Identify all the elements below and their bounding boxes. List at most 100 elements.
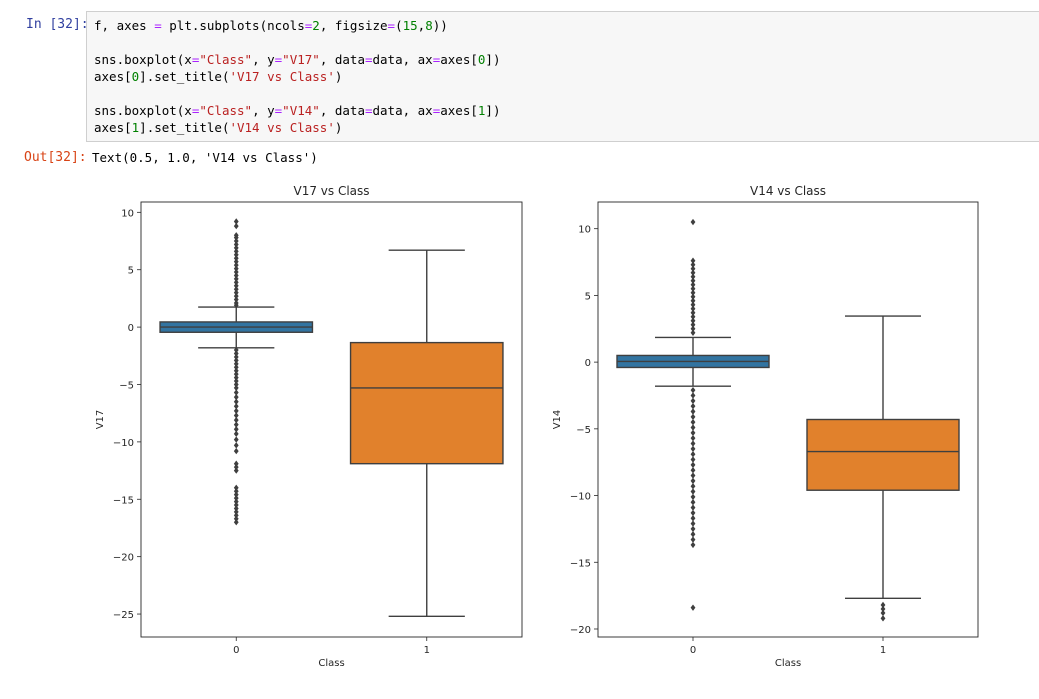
outlier-point — [233, 512, 239, 519]
y-tick-label: −10 — [113, 438, 134, 449]
outlier-point — [233, 364, 239, 371]
outlier-point — [690, 309, 696, 316]
outlier-point — [233, 286, 239, 293]
outlier-point — [690, 392, 696, 399]
outlier-point — [233, 498, 239, 505]
outlier-point — [233, 384, 239, 392]
y-tick-label: 10 — [121, 208, 134, 219]
outlier-point — [233, 275, 239, 283]
outlier-point — [880, 605, 886, 613]
outlier-point — [690, 317, 696, 324]
outlier-point — [880, 609, 886, 617]
outlier-point — [233, 279, 239, 286]
y-axis-label: V14 — [552, 410, 563, 430]
outlier-point — [690, 536, 696, 543]
outlier-point — [690, 434, 696, 442]
y-tick-label: −15 — [113, 495, 134, 506]
outlier-point — [690, 257, 696, 264]
subplot-v14: V14 vs Class 10 5 0 −5 −10 −15 −20 0 1 Class V14 — [552, 184, 979, 669]
outlier-point — [233, 463, 239, 471]
outlier-point — [233, 370, 239, 378]
y-tick-label: 10 — [578, 225, 591, 236]
box-class-1 — [349, 249, 504, 618]
x-tick-label: 1 — [424, 645, 430, 656]
outlier-point — [233, 515, 239, 522]
code-line: axes[1].set_title('V14 vs Class') — [94, 120, 343, 135]
outlier-point — [233, 377, 239, 385]
outlier-point — [690, 541, 696, 549]
box-class-0 — [616, 218, 770, 611]
outlier-point — [233, 261, 239, 269]
outlier-point — [233, 436, 239, 443]
outlier-point — [690, 408, 696, 415]
outlier-point — [233, 491, 239, 498]
box-class-1 — [806, 315, 960, 622]
outlier-point — [233, 222, 239, 230]
outlier-point — [690, 461, 696, 469]
outlier-point — [690, 429, 696, 437]
outlier-point — [690, 301, 696, 308]
outlier-point — [233, 381, 239, 388]
outlier-point — [690, 277, 696, 284]
outlier-point — [233, 251, 239, 258]
outlier-point — [690, 297, 696, 304]
outlier-point — [690, 269, 696, 276]
iqr-box — [349, 341, 504, 465]
axes-frame — [597, 201, 979, 638]
outlier-point — [233, 302, 239, 309]
outlier-point — [233, 265, 239, 272]
chart-title: V14 vs Class — [750, 184, 826, 198]
outlier-point — [233, 218, 239, 225]
outlier-point — [233, 398, 239, 405]
outlier-point — [233, 494, 239, 502]
outlier-point — [233, 367, 239, 374]
code-editor[interactable]: f, axes = plt.subplots(ncols=2, figsize=… — [94, 17, 500, 136]
x-axis-label: Class — [775, 658, 801, 669]
outlier-point — [690, 515, 696, 522]
outlier-point — [233, 272, 239, 279]
outlier-point — [690, 467, 696, 474]
outlier-point — [690, 440, 696, 447]
outlier-point — [233, 407, 239, 415]
outlier-point — [233, 289, 239, 296]
code-line: axes[0].set_title('V17 vs Class') — [94, 69, 343, 84]
y-tick-label: 0 — [585, 358, 591, 369]
box-class-0 — [159, 218, 314, 526]
outlier-point — [233, 505, 239, 512]
axes-frame — [140, 201, 523, 638]
outlier-point — [233, 508, 239, 516]
outlier-point — [690, 265, 696, 272]
outlier-point — [233, 244, 239, 252]
outlier-point — [233, 403, 239, 410]
outlier-point — [690, 456, 696, 463]
outlier-point — [880, 601, 886, 609]
outlier-point — [690, 509, 696, 517]
output-prompt: Out[32]: — [24, 150, 87, 165]
outlier-point — [880, 615, 886, 622]
outlier-point — [233, 360, 239, 368]
y-tick-label: 5 — [585, 291, 591, 302]
y-tick-label: 5 — [128, 266, 134, 277]
outlier-point — [233, 268, 239, 276]
outlier-point — [690, 520, 696, 527]
outlier-point — [233, 241, 239, 248]
outlier-point — [690, 531, 696, 538]
outlier-point — [690, 285, 696, 292]
code-line: sns.boxplot(x="Class", y="V17", data=dat… — [94, 52, 501, 67]
outlier-point — [690, 218, 696, 226]
outlier-point — [690, 325, 696, 332]
y-axis-label: V17 — [95, 410, 106, 430]
outlier-point — [690, 604, 696, 611]
outlier-point — [233, 296, 239, 303]
code-line: sns.boxplot(x="Class", y="V14", data=dat… — [94, 103, 501, 118]
outlier-point — [233, 374, 239, 381]
outlier-point — [690, 483, 696, 490]
outlier-point — [233, 416, 239, 424]
outlier-point — [690, 488, 696, 495]
outlier-point — [690, 305, 696, 312]
iqr-box — [806, 418, 960, 491]
outlier-point — [233, 447, 239, 455]
code-line: f, axes = plt.subplots(ncols=2, figsize=… — [94, 18, 448, 33]
code-cell[interactable]: f, axes = plt.subplots(ncols=2, figsize=… — [86, 11, 1039, 142]
